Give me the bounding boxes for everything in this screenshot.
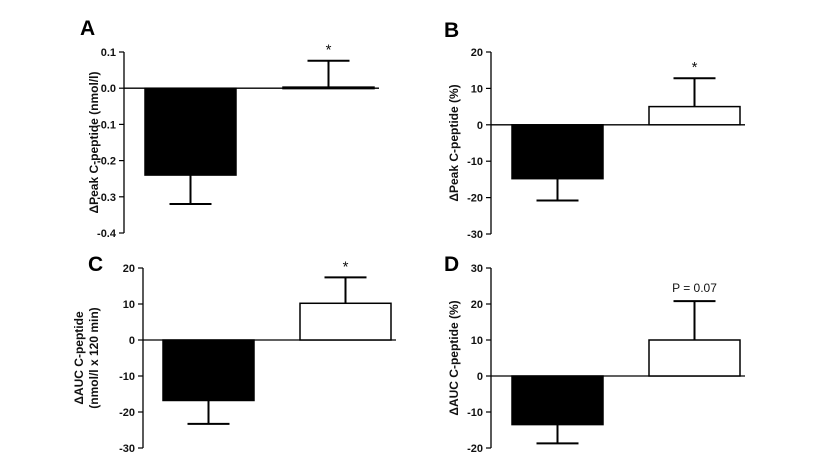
significance-asterisk: *: [326, 42, 332, 59]
y-tick-label: 20: [471, 299, 483, 311]
y-tick-label: -0.1: [97, 119, 116, 131]
y-tick-label: -20: [467, 443, 483, 455]
bar-group-1: [144, 87, 237, 176]
y-tick-label: 30: [471, 263, 483, 275]
y-axis-label: ΔPeak C-peptide (nmol/l): [87, 72, 101, 214]
y-tick-label: 10: [471, 83, 483, 95]
y-tick-label: 0: [477, 371, 483, 383]
y-tick-label: 0.0: [101, 83, 116, 95]
bar-group-2: [282, 86, 375, 90]
significance-asterisk: *: [343, 258, 349, 275]
y-axis-label-line2: (nmol/l x 120 min): [87, 307, 101, 408]
y-tick-label: -30: [119, 443, 135, 455]
bar-group-1: [511, 375, 604, 426]
y-tick-label: -0.3: [97, 192, 116, 204]
y-tick-label: -10: [467, 407, 483, 419]
panel-c: C 20 10 0 -10 -20 -30 ΔAUC C-peptide (nmol/l x 1…: [72, 253, 396, 455]
y-tick-label: 10: [471, 335, 483, 347]
panel-a: A 0.1 0.0 -0.1 -0.2 -0.3 -0.4 ΔPeak C-peptide (…: [80, 17, 379, 240]
bar-group-2: [299, 302, 392, 341]
panel-letter: A: [80, 17, 95, 40]
bar-group-1: [162, 339, 255, 402]
y-axis-label: ΔAUC C-peptide (%): [447, 300, 461, 415]
y-tick-label: 20: [471, 47, 483, 59]
y-tick-label: -10: [119, 371, 135, 383]
panel-d: D 30 20 10 0 -10 -20 ΔAUC C-peptide (%) P = 0.07: [444, 253, 745, 455]
y-tick-label: 20: [123, 263, 135, 275]
p-value-label: P = 0.07: [672, 281, 717, 295]
panel-b: B 20 10 0 -10 -20 -30 ΔPeak C-peptide (%) *: [444, 19, 745, 241]
bar-group-2: [648, 105, 741, 126]
y-axis-label: ΔPeak C-peptide (%): [447, 84, 461, 201]
bar-group-2: [648, 339, 741, 377]
y-tick-label: -20: [467, 193, 483, 205]
y-tick-label: -0.2: [97, 156, 116, 168]
significance-asterisk: *: [692, 59, 698, 76]
bar-group-1: [511, 124, 604, 180]
y-tick-label: -0.4: [97, 228, 117, 240]
y-tick-label: -30: [467, 229, 483, 241]
panel-letter: D: [444, 253, 459, 276]
panel-letter: C: [88, 253, 103, 276]
panel-letter: B: [444, 19, 459, 42]
y-tick-label: -20: [119, 407, 135, 419]
y-tick-label: 0: [477, 120, 483, 132]
y-tick-label: 10: [123, 299, 135, 311]
y-tick-label: 0: [129, 335, 135, 347]
y-axis-label: ΔAUC C-peptide: [72, 311, 86, 405]
y-tick-label: -10: [467, 156, 483, 168]
y-tick-label: 0.1: [101, 47, 116, 59]
